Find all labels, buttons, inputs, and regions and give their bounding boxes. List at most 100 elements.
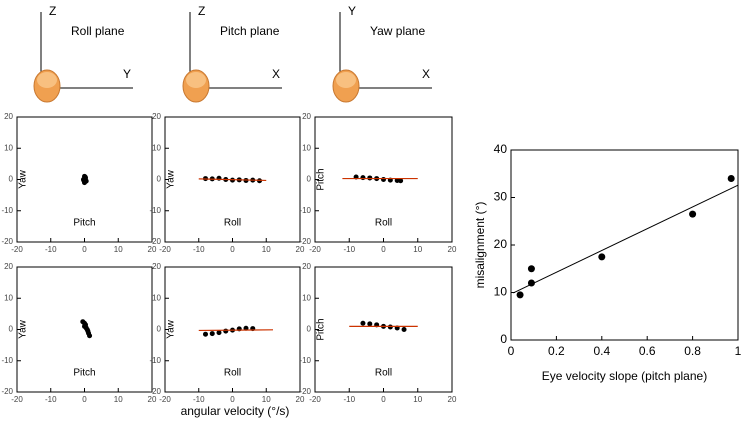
fit-line <box>198 178 267 182</box>
data-point <box>398 178 404 184</box>
x-tick-label: -10 <box>193 395 205 404</box>
x-tick-label: 10 <box>262 245 271 254</box>
x-tick-label: -20 <box>11 245 23 254</box>
x-tick-label: -10 <box>343 395 355 404</box>
head-shade <box>37 72 57 88</box>
y-tick-label: -10 <box>149 206 161 215</box>
x-tick-label: -20 <box>309 245 321 254</box>
x-tick-label: 0 <box>82 245 87 254</box>
data-point <box>203 331 208 337</box>
data-point <box>387 324 393 330</box>
axis-diagram: Y X Yaw plane <box>332 4 432 103</box>
data-point <box>516 291 524 299</box>
y-tick-label: 10 <box>152 143 161 152</box>
x-tick-label: 0 <box>230 245 235 254</box>
y-tick-label: -20 <box>299 237 311 246</box>
fit-line <box>198 329 274 332</box>
x-axis-label: Roll <box>224 218 241 229</box>
x-tick-label: 10 <box>413 395 422 404</box>
x-tick-label: 0 <box>508 344 515 358</box>
x-tick-label: -20 <box>309 395 321 404</box>
y-tick-label: -10 <box>299 206 311 215</box>
head-shade <box>186 72 206 88</box>
data-point <box>360 320 366 326</box>
head-shade <box>336 72 356 88</box>
y-axis-label: Pitch <box>316 318 327 340</box>
y-tick-label: 20 <box>152 262 161 271</box>
axis-diagram: Z X Pitch plane <box>182 4 282 103</box>
y-tick-label: 0 <box>157 175 162 184</box>
data-point <box>360 175 366 181</box>
data-point <box>216 175 222 181</box>
plane-label: Pitch plane <box>220 24 280 38</box>
y-tick-label: -10 <box>149 356 161 365</box>
x-tick-label: 0.4 <box>593 344 610 358</box>
y-axis-label: Yaw <box>18 169 29 188</box>
horizontal-axis-label: X <box>422 67 430 81</box>
y-tick-label: 0 <box>157 325 162 334</box>
y-tick-label: 20 <box>4 112 13 121</box>
y-tick-label: -10 <box>1 356 13 365</box>
y-tick-label: -20 <box>299 387 311 396</box>
plot-frame <box>510 149 739 341</box>
y-axis-label: Yaw <box>166 169 177 188</box>
x-tick-label: 20 <box>296 245 305 254</box>
shared-x-label: angular velocity (°/s) <box>181 404 290 418</box>
y-tick-label: -20 <box>149 387 161 396</box>
data-point <box>216 330 222 336</box>
x-tick-label: 10 <box>114 245 123 254</box>
data-point <box>367 321 373 327</box>
y-tick-label: -20 <box>1 237 13 246</box>
y-tick-label: -20 <box>149 237 161 246</box>
x-tick-label: 1 <box>735 344 742 358</box>
x-tick-label: -10 <box>193 245 205 254</box>
vertical-axis-label: Y <box>348 4 356 18</box>
x-axis-label: Pitch <box>73 368 95 379</box>
x-tick-label: -20 <box>11 395 23 404</box>
x-tick-label: 0 <box>82 395 87 404</box>
horizontal-axis-label: Y <box>123 67 131 81</box>
x-axis-label: Pitch <box>73 218 95 229</box>
fit-line <box>513 184 739 294</box>
data-point <box>81 177 87 183</box>
plane-label: Yaw plane <box>370 24 425 38</box>
x-tick-label: -10 <box>343 245 355 254</box>
data-point <box>87 333 93 339</box>
x-tick-label: -20 <box>159 395 171 404</box>
y-tick-label: 0 <box>9 175 14 184</box>
x-tick-label: 0.2 <box>548 344 565 358</box>
velocity-panel: -20 -10 0 10 20 -20 -10 0 10 20 Pitch Yaw <box>1 262 157 404</box>
y-tick-label: 20 <box>494 237 508 251</box>
data-point <box>689 210 697 218</box>
y-tick-label: -10 <box>299 356 311 365</box>
y-tick-label: 40 <box>494 142 508 156</box>
x-tick-label: 10 <box>114 395 123 404</box>
x-axis-label: Roll <box>375 218 392 229</box>
x-axis-label: Roll <box>224 368 241 379</box>
summary-chart: 0 10 20 30 40 0 0.2 0.4 0.6 0.8 1 Eye velocity slop… <box>473 142 741 383</box>
x-tick-label: -10 <box>45 245 57 254</box>
y-tick-label: 10 <box>152 293 161 302</box>
y-tick-label: 0 <box>307 175 312 184</box>
y-tick-label: 20 <box>4 262 13 271</box>
x-tick-label: 0 <box>381 245 386 254</box>
y-tick-label: 20 <box>152 112 161 121</box>
y-axis-label: Yaw <box>166 319 177 338</box>
y-tick-label: -20 <box>1 387 13 396</box>
x-tick-label: 20 <box>148 245 157 254</box>
x-tick-label: 20 <box>448 245 457 254</box>
x-axis-label: Roll <box>375 368 392 379</box>
x-tick-label: -10 <box>45 395 57 404</box>
y-tick-label: 10 <box>302 293 311 302</box>
y-tick-label: 20 <box>302 112 311 121</box>
y-tick-label: 0 <box>307 325 312 334</box>
data-point <box>727 175 735 182</box>
y-tick-label: 10 <box>4 293 13 302</box>
y-axis-label: Yaw <box>18 319 29 338</box>
data-point <box>223 328 229 334</box>
